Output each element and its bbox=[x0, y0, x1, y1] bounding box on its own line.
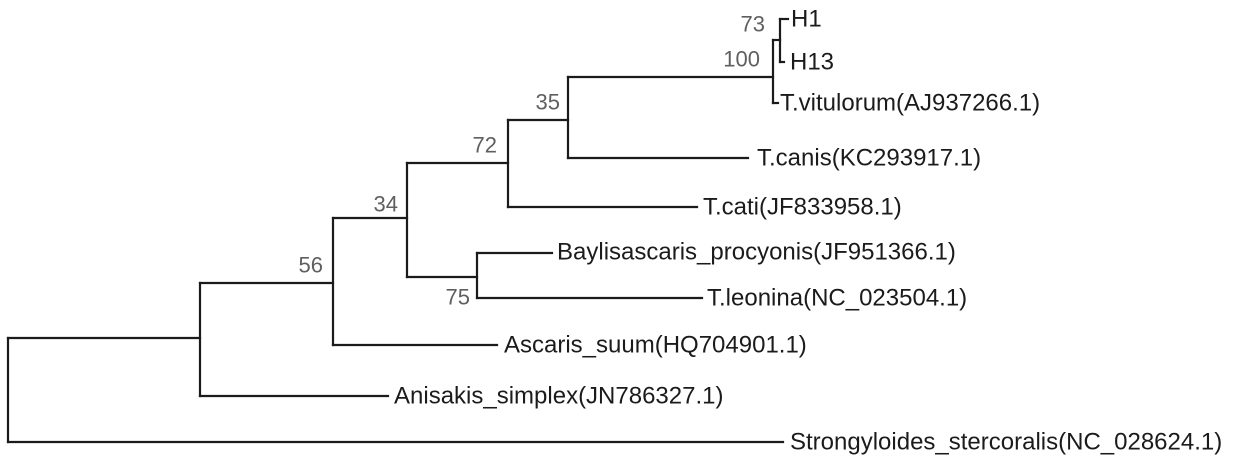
bootstrap-value-label: 72 bbox=[473, 133, 497, 158]
bootstrap-value-label: 35 bbox=[536, 90, 560, 115]
bootstrap-labels: 73 100 35 72 34 56 75 bbox=[299, 12, 765, 310]
taxon-label: H13 bbox=[790, 49, 834, 76]
taxon-label: T.canis(KC293917.1) bbox=[757, 145, 981, 172]
taxon-label: Strongyloides_stercoralis(NC_028624.1) bbox=[790, 429, 1222, 456]
bootstrap-value-label: 34 bbox=[374, 192, 398, 217]
tree-branches bbox=[6, 17, 790, 444]
taxon-label: T.vitulorum(AJ937266.1) bbox=[780, 90, 1040, 117]
taxon-label: Anisakis_simplex(JN786327.1) bbox=[394, 383, 723, 410]
taxon-label: T.cati(JF833958.1) bbox=[703, 194, 902, 221]
bootstrap-value-label: 56 bbox=[299, 253, 323, 278]
bootstrap-value-label: 75 bbox=[446, 285, 470, 310]
bootstrap-value-label: 73 bbox=[741, 12, 765, 37]
bootstrap-value-label: 100 bbox=[723, 47, 760, 72]
taxon-label: Baylisascaris_procyonis(JF951366.1) bbox=[557, 239, 956, 266]
taxon-labels: H1 H13 T.vitulorum(AJ937266.1) T.canis(KC29… bbox=[394, 6, 1222, 456]
taxon-label: T.leonina(NC_023504.1) bbox=[707, 285, 967, 312]
taxon-label: H1 bbox=[791, 6, 822, 33]
taxon-label: Ascaris_suum(HQ704901.1) bbox=[504, 332, 807, 359]
